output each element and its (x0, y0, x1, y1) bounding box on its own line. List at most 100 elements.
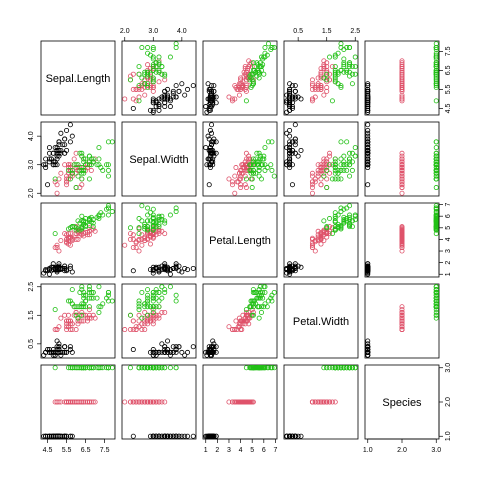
data-point-setosa (62, 136, 68, 142)
data-point-setosa (67, 344, 73, 350)
data-point-versicolor (245, 315, 251, 321)
data-point-virginica (352, 71, 358, 77)
data-point-virginica (145, 298, 151, 304)
data-point-versicolor (64, 179, 70, 185)
data-point-versicolor (156, 315, 162, 321)
data-point-virginica (258, 176, 264, 182)
data-point-setosa (213, 94, 219, 100)
data-point-virginica (173, 292, 179, 298)
data-point-versicolor (234, 327, 240, 333)
data-point-setosa (287, 162, 293, 168)
data-point-virginica (67, 176, 73, 182)
data-point-versicolor (142, 92, 148, 98)
data-point-versicolor (122, 399, 128, 405)
data-point-setosa (213, 150, 219, 156)
data-point-versicolor (399, 304, 405, 310)
data-point-virginica (96, 284, 102, 290)
data-point-virginica (173, 365, 179, 371)
data-point-virginica (256, 173, 262, 179)
panel-frame (364, 121, 440, 197)
data-point-versicolor (64, 240, 70, 246)
data-point-virginica (79, 312, 85, 318)
data-point-versicolor (130, 71, 136, 77)
data-point-versicolor (315, 162, 321, 168)
data-point-virginica (94, 295, 100, 301)
data-point-virginica (433, 292, 439, 298)
data-point-versicolor (145, 318, 151, 324)
data-point-versicolor (226, 399, 232, 405)
panel-sepal-width-vs-petal-length (202, 121, 278, 197)
data-point-versicolor (133, 245, 139, 251)
data-point-virginica (332, 165, 338, 171)
data-point-virginica (73, 162, 79, 168)
data-point-versicolor (318, 241, 324, 247)
data-point-versicolor (232, 96, 238, 102)
data-point-virginica (321, 218, 327, 224)
data-point-setosa (46, 145, 52, 151)
data-point-setosa (292, 96, 298, 102)
data-point-virginica (332, 176, 338, 182)
data-point-virginica (433, 289, 439, 295)
data-point-setosa (207, 156, 213, 162)
data-point-virginica (150, 45, 156, 51)
data-point-virginica (250, 159, 256, 165)
data-point-virginica (269, 298, 275, 304)
data-point-setosa (365, 162, 371, 168)
data-point-virginica (83, 298, 89, 304)
y-tick-label: 6.5 (445, 65, 452, 75)
data-point-versicolor (327, 170, 333, 176)
data-point-virginica (136, 83, 142, 89)
data-point-setosa (190, 83, 196, 89)
data-point-virginica (324, 185, 330, 191)
data-point-setosa (190, 433, 196, 439)
data-point-versicolor (309, 98, 315, 104)
data-point-setosa (295, 433, 301, 439)
data-point-virginica (327, 216, 333, 222)
data-point-virginica (248, 85, 254, 91)
data-point-virginica (150, 56, 156, 62)
data-point-virginica (433, 98, 439, 104)
data-point-virginica (347, 45, 353, 51)
data-point-virginica (90, 220, 96, 226)
data-point-versicolor (245, 399, 251, 405)
data-point-versicolor (309, 81, 315, 87)
data-point-versicolor (142, 399, 148, 405)
data-point-virginica (150, 79, 156, 85)
data-point-setosa (210, 162, 216, 168)
data-point-setosa (56, 142, 62, 148)
data-point-virginica (341, 365, 347, 371)
data-point-versicolor (399, 85, 405, 91)
panel-petal-width-vs-petal-width (283, 283, 359, 359)
data-point-setosa (365, 142, 371, 148)
data-point-versicolor (153, 315, 159, 321)
data-point-virginica (243, 365, 249, 371)
x-tick-label: 6.5 (81, 447, 91, 454)
data-point-virginica (150, 295, 156, 301)
data-point-versicolor (232, 399, 238, 405)
data-point-setosa (287, 156, 293, 162)
data-point-virginica (145, 212, 151, 218)
data-point-virginica (332, 79, 338, 85)
data-point-virginica (153, 289, 159, 295)
data-point-setosa (207, 153, 213, 159)
data-point-setosa (298, 96, 304, 102)
data-point-virginica (75, 173, 81, 179)
data-point-versicolor (312, 176, 318, 182)
data-point-virginica (96, 156, 102, 162)
data-point-versicolor (64, 182, 70, 188)
data-point-versicolor (243, 165, 249, 171)
data-point-setosa (284, 130, 290, 136)
data-point-versicolor (150, 307, 156, 313)
data-point-virginica (153, 224, 159, 230)
data-point-virginica (265, 139, 271, 145)
data-point-versicolor (122, 96, 128, 102)
data-point-versicolor (399, 176, 405, 182)
data-point-versicolor (399, 162, 405, 168)
data-point-setosa (287, 142, 293, 148)
data-point-virginica (265, 41, 271, 47)
panel-frame (40, 40, 116, 116)
data-point-virginica (65, 167, 71, 173)
data-point-versicolor (142, 234, 148, 240)
data-point-setosa (287, 127, 293, 133)
data-point-virginica (98, 365, 104, 371)
